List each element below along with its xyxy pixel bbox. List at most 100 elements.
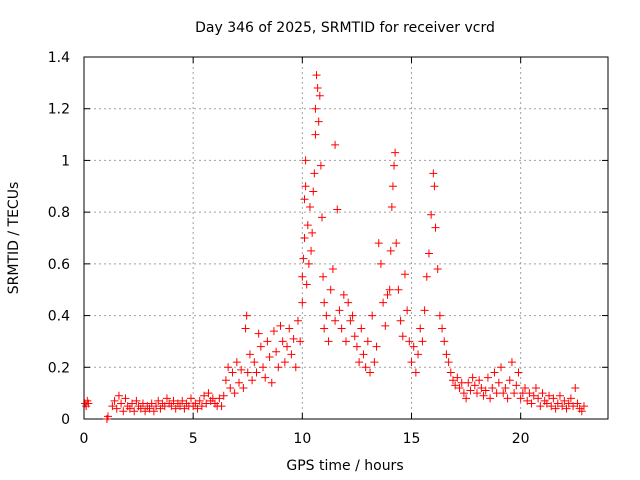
data-point <box>512 381 521 390</box>
data-point <box>197 402 206 411</box>
data-point <box>381 321 390 330</box>
data-point <box>462 394 471 403</box>
data-point <box>337 324 346 333</box>
data-point <box>252 368 261 377</box>
data-point <box>285 324 294 333</box>
y-axis-label: SRMTID / TECUs <box>6 182 22 295</box>
data-point <box>344 298 353 307</box>
data-point <box>342 337 350 346</box>
y-tick-label: 1 <box>61 153 70 169</box>
data-point <box>490 368 499 377</box>
data-point <box>352 342 361 351</box>
data-point <box>243 368 252 377</box>
data-point <box>501 383 510 392</box>
data-point <box>424 249 433 258</box>
data-point <box>310 169 319 178</box>
data-point <box>542 399 551 408</box>
data-point <box>228 368 237 377</box>
data-point <box>525 389 534 398</box>
data-point <box>514 368 523 377</box>
data-point <box>315 91 324 100</box>
data-point <box>219 391 228 400</box>
data-point <box>486 394 495 403</box>
data-point <box>390 161 399 170</box>
data-point <box>359 350 368 359</box>
data-point <box>267 378 276 387</box>
data-point <box>468 373 477 382</box>
data-point <box>405 337 414 346</box>
data-point <box>289 334 298 343</box>
y-tick-label: 1.4 <box>48 50 70 66</box>
data-point <box>374 239 383 248</box>
data-point <box>464 378 473 387</box>
data-point <box>376 259 385 268</box>
data-point <box>348 311 357 320</box>
data-point <box>119 407 128 416</box>
data-point <box>296 337 305 346</box>
data-point <box>217 402 226 411</box>
data-point <box>314 117 323 126</box>
y-tick-label: 0 <box>61 412 70 428</box>
data-point <box>440 337 449 346</box>
chart-title: Day 346 of 2025, SRMTID for receiver vcr… <box>195 20 495 36</box>
y-axis-ticks: 0 0.2 0.4 0.6 0.8 1 1.2 1.4 <box>48 50 608 428</box>
data-point <box>438 324 447 333</box>
data-point <box>429 169 438 178</box>
data-point <box>313 84 322 93</box>
data-point <box>320 324 329 333</box>
data-point <box>531 383 540 392</box>
data-point <box>301 156 310 165</box>
data-point <box>308 228 317 237</box>
data-point <box>84 399 93 408</box>
data-point <box>448 376 457 385</box>
data-point <box>551 404 560 413</box>
data-point <box>278 337 287 346</box>
data-point <box>527 399 536 408</box>
data-point <box>499 389 508 398</box>
data-point <box>577 407 586 416</box>
data-point <box>302 280 311 289</box>
data-point <box>195 396 204 405</box>
data-point <box>272 347 281 356</box>
data-point <box>280 358 289 367</box>
data-point <box>446 368 455 377</box>
data-point <box>466 386 475 395</box>
data-point <box>409 342 418 351</box>
data-point <box>145 404 154 413</box>
data-point <box>553 399 562 408</box>
data-point <box>316 161 325 170</box>
data-point <box>156 404 165 413</box>
data-point <box>370 358 379 367</box>
data-point <box>388 182 397 191</box>
data-point <box>193 404 202 413</box>
data-point <box>536 402 545 411</box>
y-tick-label: 0.2 <box>48 360 70 376</box>
data-point <box>477 383 486 392</box>
data-point <box>372 342 381 351</box>
data-point <box>319 272 328 281</box>
data-point <box>293 316 302 325</box>
data-point <box>516 394 525 403</box>
data-point <box>442 350 451 359</box>
data-point <box>242 311 251 320</box>
data-point <box>383 290 392 299</box>
data-point <box>564 399 573 408</box>
data-point <box>379 298 388 307</box>
data-point <box>483 373 492 382</box>
data-point <box>391 148 400 157</box>
data-point <box>407 358 416 367</box>
data-point <box>250 358 259 367</box>
data-point <box>507 358 516 367</box>
x-tick-label: 10 <box>293 431 311 447</box>
y-tick-label: 1.2 <box>48 102 70 118</box>
data-point <box>226 383 235 392</box>
data-point <box>167 402 176 411</box>
data-point <box>230 389 239 398</box>
data-point <box>324 337 333 346</box>
data-point <box>305 202 314 211</box>
data-point <box>259 363 268 372</box>
data-point <box>141 407 150 416</box>
data-point <box>254 329 263 338</box>
x-axis-ticks: 0 5 10 15 20 <box>80 57 530 447</box>
data-point <box>328 265 337 274</box>
